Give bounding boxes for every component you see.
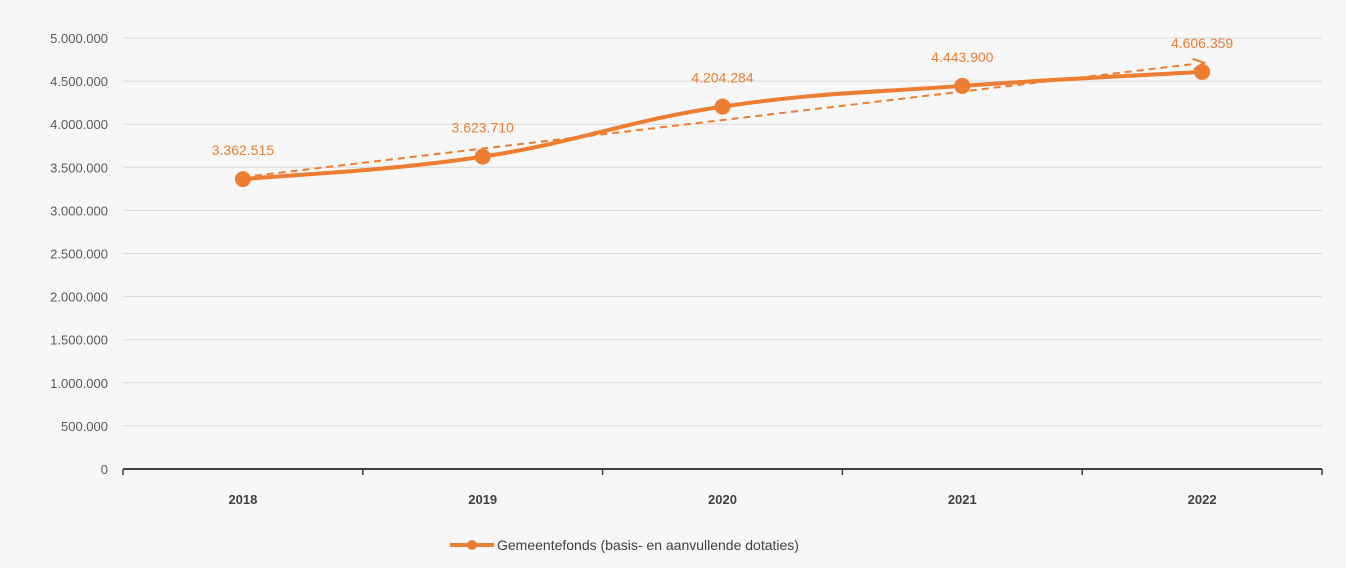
- legend-label: Gemeentefonds (basis- en aanvullende dot…: [497, 537, 799, 553]
- data-label-2020: 4.204.284: [691, 70, 753, 86]
- data-marker-2021: [954, 77, 971, 94]
- x-tick-label-2019: 2019: [468, 492, 497, 507]
- legend-swatch-marker: [467, 540, 477, 550]
- data-marker-2020: [714, 98, 731, 115]
- x-tick-label-2021: 2021: [948, 492, 977, 507]
- gridlines: [123, 37, 1322, 427]
- data-marker-2022: [1194, 63, 1211, 80]
- y-tick-label-8: 4.000.000: [50, 117, 108, 132]
- y-axis-tick-labels: 0 500.000 1.000.000 1.500.000 2.000.000 2.500…: [50, 31, 108, 477]
- legend: Gemeentefonds (basis- en aanvullende dot…: [450, 537, 799, 553]
- x-tick-label-2022: 2022: [1188, 492, 1217, 507]
- x-axis-tick-labels: 2018 2019 2020 2021 2022: [228, 492, 1216, 507]
- y-tick-label-4: 2.000.000: [50, 290, 108, 305]
- x-axis: [122, 468, 1323, 475]
- x-tick-label-2020: 2020: [708, 492, 737, 507]
- data-marker-2019: [474, 148, 491, 165]
- data-label-2021: 4.443.900: [931, 49, 993, 65]
- data-label-2018: 3.362.515: [212, 142, 274, 158]
- series-lines: [240, 69, 1205, 182]
- y-tick-label-9: 4.500.000: [50, 74, 108, 89]
- trendline-path: [242, 62, 1197, 179]
- data-label-2022: 4.606.359: [1171, 35, 1233, 51]
- x-tick-label-2018: 2018: [228, 492, 257, 507]
- data-marker-2018: [234, 171, 251, 188]
- y-tick-label-5: 2.500.000: [50, 247, 108, 262]
- y-tick-label-2: 1.000.000: [50, 376, 108, 391]
- y-tick-label-0: 0: [101, 462, 108, 477]
- series-line: [240, 69, 1205, 182]
- data-label-2019: 3.623.710: [452, 120, 514, 136]
- y-tick-label-7: 3.500.000: [50, 160, 108, 175]
- y-tick-label-1: 500.000: [61, 419, 108, 434]
- y-tick-label-3: 1.500.000: [50, 333, 108, 348]
- y-tick-label-6: 3.000.000: [50, 203, 108, 218]
- data-markers: [234, 63, 1211, 188]
- data-labels: 3.362.515 3.623.710 4.204.284 4.443.900 4.60…: [212, 35, 1234, 158]
- y-tick-label-10: 5.000.000: [50, 31, 108, 46]
